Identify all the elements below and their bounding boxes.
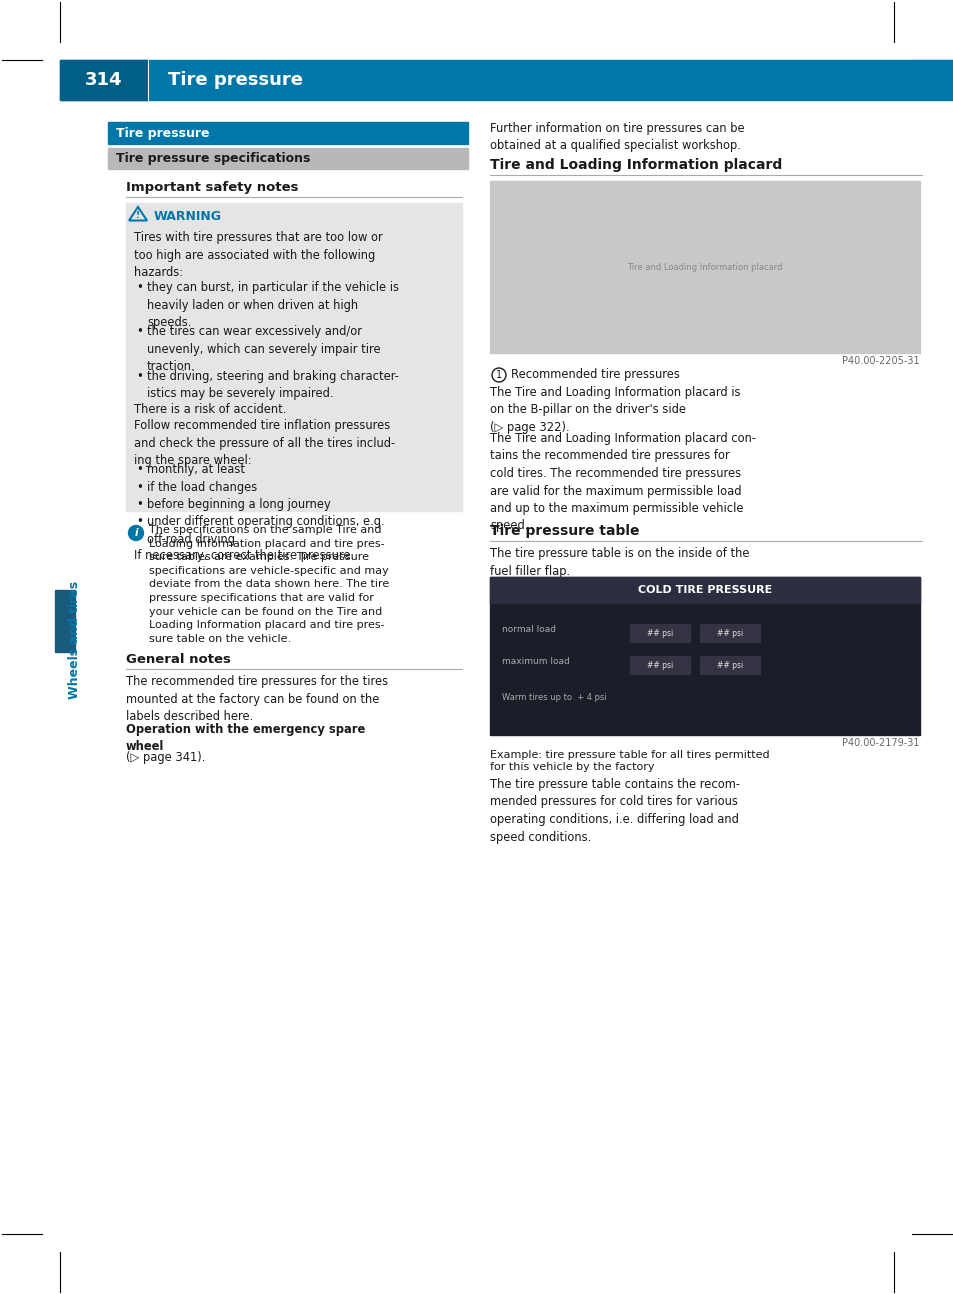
Text: The recommended tire pressures for the tires
mounted at the factory can be found: The recommended tire pressures for the t… (126, 675, 388, 723)
Text: ## psi: ## psi (716, 660, 742, 669)
Bar (700, 656, 760, 674)
Text: Tire and Loading Information placard: Tire and Loading Information placard (626, 263, 781, 272)
Text: The Tire and Loading Information placard con-
tains the recommended tire pressur: The Tire and Loading Information placard… (490, 432, 755, 533)
Text: 314: 314 (85, 71, 123, 89)
Text: •: • (136, 480, 143, 493)
Bar (60, 60, 148, 100)
Text: Tires with tire pressures that are too low or
too high are associated with the f: Tires with tire pressures that are too l… (133, 232, 382, 280)
Bar (108, 148, 468, 170)
Text: Warm tires up to  + 4 psi: Warm tires up to + 4 psi (501, 694, 606, 703)
Bar (490, 181, 919, 353)
Text: ## psi: ## psi (646, 660, 673, 669)
Text: (▷ page 341).: (▷ page 341). (126, 751, 205, 763)
Text: WARNING: WARNING (153, 210, 222, 223)
Text: P40.00-2179-31: P40.00-2179-31 (841, 738, 919, 748)
Text: •: • (136, 370, 143, 383)
Text: P40.00-2205-31: P40.00-2205-31 (841, 356, 919, 366)
Text: i: i (134, 528, 137, 538)
Text: General notes: General notes (126, 653, 231, 666)
Text: monthly, at least: monthly, at least (147, 463, 245, 476)
Text: Further information on tire pressures can be
obtained at a qualified specialist : Further information on tire pressures ca… (490, 122, 744, 153)
Text: •: • (136, 515, 143, 528)
Text: maximum load: maximum load (501, 657, 569, 666)
Text: Tire pressure table: Tire pressure table (490, 524, 639, 538)
Text: if the load changes: if the load changes (147, 480, 257, 493)
Text: Wheels and tires: Wheels and tires (69, 581, 81, 699)
Text: The tire pressure table contains the recom-
mended pressures for cold tires for : The tire pressure table contains the rec… (490, 778, 740, 844)
Bar (60, 60, 953, 100)
Text: The Tire and Loading Information placard is
on the B-pillar on the driver's side: The Tire and Loading Information placard… (490, 386, 740, 433)
Text: !: ! (135, 211, 140, 220)
Text: 1: 1 (496, 370, 501, 380)
Text: Tire and Loading Information placard: Tire and Loading Information placard (490, 158, 781, 172)
Text: The tire pressure table is on the inside of the
fuel filler flap.: The tire pressure table is on the inside… (490, 547, 749, 577)
Text: There is a risk of accident.: There is a risk of accident. (133, 402, 286, 415)
Text: Operation with the emergency spare
wheel: Operation with the emergency spare wheel (126, 723, 365, 753)
Text: ## psi: ## psi (716, 629, 742, 638)
Text: Important safety notes: Important safety notes (126, 181, 298, 194)
Text: Example: tire pressure table for all tires permitted
for this vehicle by the fac: Example: tire pressure table for all tir… (490, 751, 769, 773)
Bar (629, 624, 689, 642)
Bar (629, 656, 689, 674)
Text: •: • (136, 326, 143, 339)
Text: Tire pressure: Tire pressure (116, 127, 210, 140)
Circle shape (129, 525, 143, 541)
Bar (55, 590, 75, 652)
Bar (490, 577, 919, 603)
Text: COLD TIRE PRESSURE: COLD TIRE PRESSURE (638, 585, 771, 595)
Text: the driving, steering and braking character-
istics may be severely impaired.: the driving, steering and braking charac… (147, 370, 398, 401)
Bar (108, 122, 468, 144)
Text: The specifications on the sample Tire and
Loading Information placard and tire p: The specifications on the sample Tire an… (149, 525, 389, 644)
Text: ## psi: ## psi (646, 629, 673, 638)
Text: Tire pressure: Tire pressure (168, 71, 303, 89)
Text: Follow recommended tire inflation pressures
and check the pressure of all the ti: Follow recommended tire inflation pressu… (133, 419, 395, 467)
Text: under different operating conditions, e.g.
off-road driving: under different operating conditions, e.… (147, 515, 384, 546)
Text: If necessary, correct the tire pressure.: If necessary, correct the tire pressure. (133, 549, 354, 562)
Text: Recommended tire pressures: Recommended tire pressures (511, 367, 679, 380)
Bar (126, 203, 461, 511)
Bar (700, 624, 760, 642)
Text: before beginning a long journey: before beginning a long journey (147, 498, 331, 511)
Text: they can burst, in particular if the vehicle is
heavily laden or when driven at : they can burst, in particular if the veh… (147, 281, 398, 329)
Text: normal load: normal load (501, 625, 556, 634)
Text: •: • (136, 498, 143, 511)
Text: •: • (136, 281, 143, 294)
Bar (490, 577, 919, 735)
Text: the tires can wear excessively and/or
unevenly, which can severely impair tire
t: the tires can wear excessively and/or un… (147, 326, 380, 374)
Text: •: • (136, 463, 143, 476)
Text: Tire pressure specifications: Tire pressure specifications (116, 151, 310, 166)
